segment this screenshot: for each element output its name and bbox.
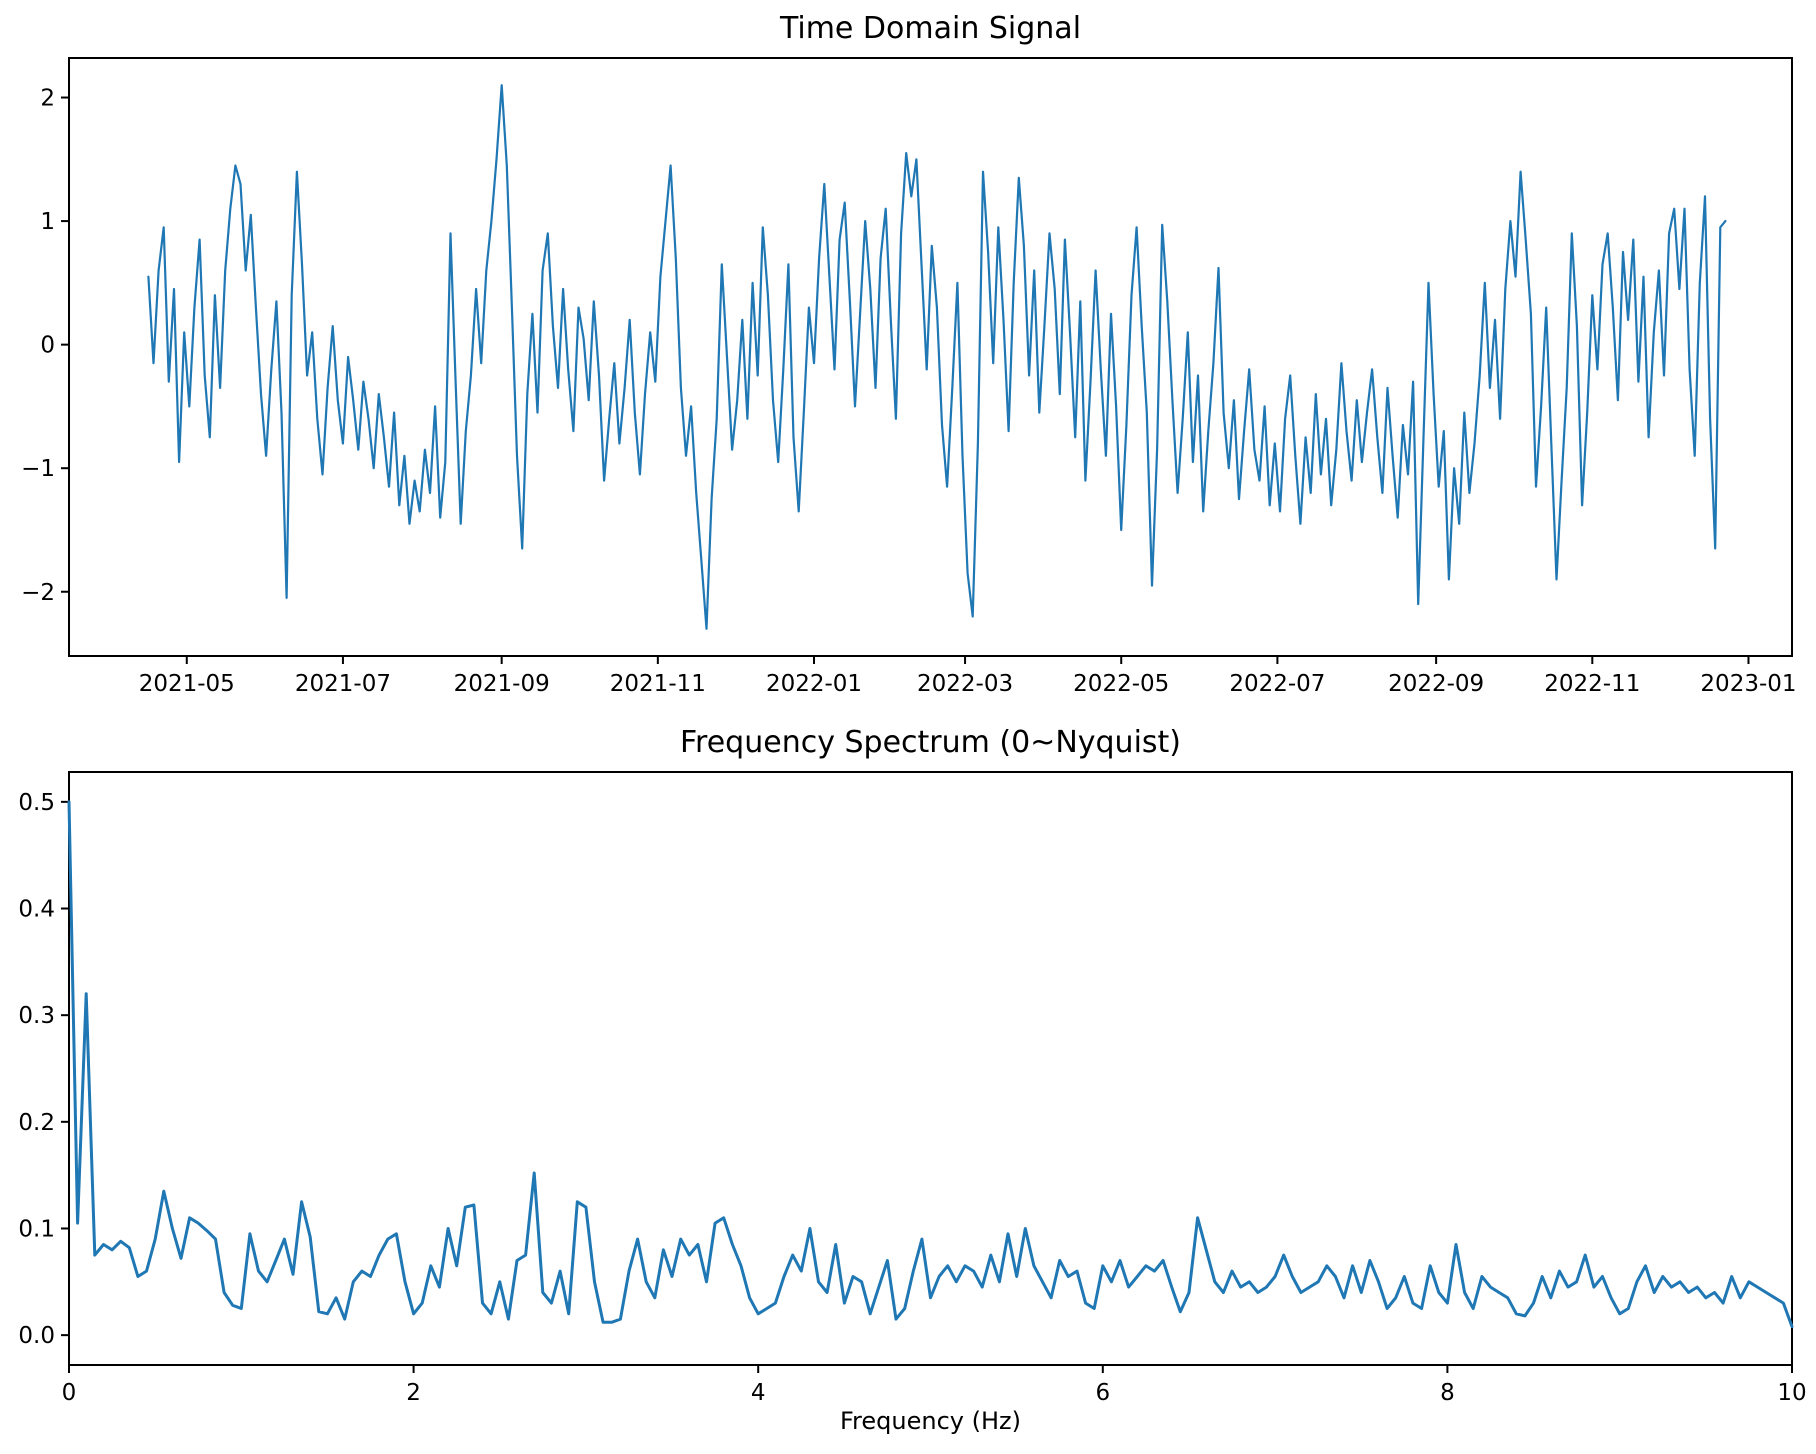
spectrum-x-tick-label: 0 xyxy=(62,1380,77,1406)
time-domain-x-tick-label: 2022-05 xyxy=(1073,671,1169,697)
spectrum-y-tick-label: 0.4 xyxy=(18,897,55,923)
time-domain-x-tick-label: 2021-05 xyxy=(139,671,235,697)
time-domain-y-tick-label: 2 xyxy=(40,86,55,112)
time-domain-line xyxy=(147,84,1727,630)
time-domain-y-tick-label: 0 xyxy=(40,333,55,359)
spectrum-x-tick-label: 2 xyxy=(406,1380,421,1406)
time-domain-x-tick-label: 2023-01 xyxy=(1700,671,1796,697)
spectrum-x-tick-label: 6 xyxy=(1095,1380,1110,1406)
spectrum-x-tick-label: 4 xyxy=(751,1380,766,1406)
time-domain-y-tick-label: −1 xyxy=(21,456,55,482)
frequency-spectrum-plot-title: Frequency Spectrum (0~Nyquist) xyxy=(679,725,1182,760)
time-domain-x-tick-label: 2021-09 xyxy=(454,671,550,697)
spectrum-x-tick-label: 8 xyxy=(1440,1380,1455,1406)
time-domain-plot-title: Time Domain Signal xyxy=(779,11,1082,46)
spectrum-axes-frame xyxy=(68,771,1793,1366)
spectrum-y-tick-label: 0.2 xyxy=(18,1110,55,1136)
time-domain-x-tick-label: 2022-11 xyxy=(1544,671,1640,697)
time-domain-x-tick-label: 2022-07 xyxy=(1229,671,1325,697)
time-domain-x-tick-label: 2021-07 xyxy=(295,671,391,697)
spectrum-y-tick-label: 0.1 xyxy=(18,1217,55,1243)
spectrum-y-tick-label: 0.5 xyxy=(18,790,55,816)
spectrum-y-tick-label: 0.3 xyxy=(18,1003,55,1029)
time-domain-x-tick-label: 2022-09 xyxy=(1388,671,1484,697)
time-domain-y-tick-label: −2 xyxy=(21,580,55,606)
spectrum-y-tick-label: 0.0 xyxy=(18,1323,55,1349)
frequency-axis-label: Frequency (Hz) xyxy=(840,1407,1021,1435)
time-domain-x-tick-label: 2021-11 xyxy=(610,671,706,697)
spectrum-x-tick-label: 10 xyxy=(1777,1380,1806,1406)
spectrum-line xyxy=(67,800,1794,1329)
time-domain-axes-frame xyxy=(68,57,1793,657)
time-domain-y-tick-label: 1 xyxy=(40,209,55,235)
time-domain-x-tick-label: 2022-01 xyxy=(766,671,862,697)
time-domain-x-tick-label: 2022-03 xyxy=(917,671,1013,697)
